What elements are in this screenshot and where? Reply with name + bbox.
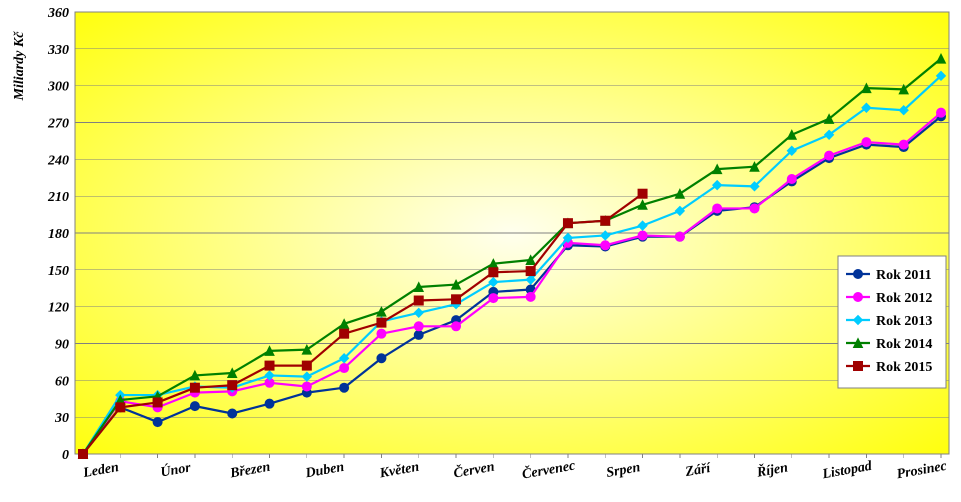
line-chart: 0 30 60 90 120 150 180 210 240 270 300 330 360 Miliar… — [0, 0, 961, 502]
legend-label: Rok 2014 — [876, 337, 932, 352]
x-category-label: Prosinec — [896, 459, 949, 483]
y-ticks: 0 30 60 90 120 150 180 210 240 270 300 330 360 — [47, 6, 69, 463]
y-tick-label: 360 — [47, 6, 69, 21]
y-tick-label: 270 — [47, 117, 69, 132]
y-tick-label: 300 — [47, 80, 69, 95]
legend: Rok 2011 Rok 2012 Rok 2013 Rok 2014 Rok 2015 — [838, 256, 946, 388]
y-tick-label: 0 — [62, 448, 69, 463]
x-category-label: Červen — [452, 458, 496, 482]
legend-label: Rok 2011 — [876, 268, 932, 283]
x-category-label: Listopad — [820, 459, 874, 483]
y-tick-label: 90 — [55, 338, 69, 353]
legend-label: Rok 2012 — [876, 291, 932, 306]
legend-label: Rok 2015 — [876, 360, 932, 375]
x-category-label: Únor — [159, 458, 192, 480]
x-ticks: Leden Únor Březen Duben Květen Červen Červenec… — [81, 454, 949, 483]
legend-label: Rok 2013 — [876, 314, 932, 329]
y-tick-label: 60 — [55, 374, 69, 389]
x-category-label: Září — [683, 461, 712, 480]
x-category-label: Říjen — [755, 458, 790, 480]
y-axis-label: Miliardy Kč — [12, 31, 27, 102]
y-tick-label: 240 — [47, 153, 69, 168]
x-category-label: Březen — [228, 460, 272, 482]
y-tick-label: 150 — [48, 264, 69, 279]
y-tick-label: 210 — [47, 190, 69, 205]
y-tick-label: 330 — [47, 43, 69, 58]
y-tick-label: 180 — [48, 227, 69, 242]
x-category-label: Květen — [378, 460, 421, 482]
y-tick-label: 120 — [48, 301, 69, 316]
x-category-label: Červenec — [521, 456, 578, 482]
x-category-label: Srpen — [605, 460, 642, 481]
x-category-label: Duben — [303, 460, 345, 482]
x-category-label: Leden — [81, 460, 120, 481]
y-tick-label: 30 — [54, 411, 69, 426]
